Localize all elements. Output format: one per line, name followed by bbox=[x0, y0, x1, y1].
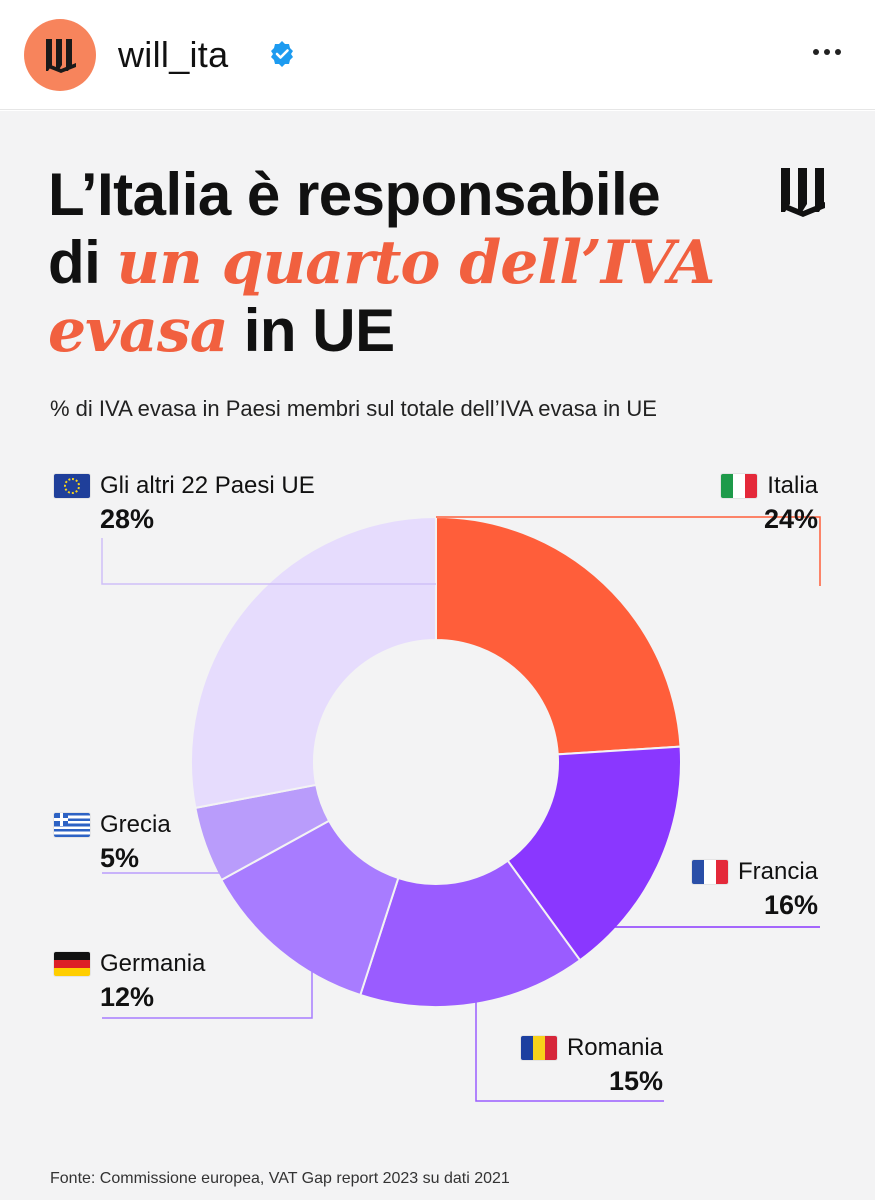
flag-france-icon bbox=[691, 860, 728, 884]
flag-romania-icon bbox=[520, 1036, 557, 1060]
flag-italy-icon bbox=[721, 474, 758, 498]
slice-francia bbox=[506, 745, 682, 962]
label-francia: Francia 16% bbox=[691, 858, 818, 921]
slice-italia bbox=[435, 515, 682, 756]
label-altri: Gli altri 22 Paesi UE 28% bbox=[54, 472, 315, 535]
label-grecia: Grecia 5% bbox=[54, 811, 171, 874]
label-altri-name: Gli altri 22 Paesi UE bbox=[100, 472, 315, 499]
title-line2-prefix: di bbox=[48, 229, 117, 296]
more-options-icon bbox=[813, 49, 819, 55]
post-title: L’Italia è responsabile di un quarto del… bbox=[48, 161, 808, 365]
label-grecia-value: 5% bbox=[100, 843, 140, 873]
label-romania: Romania 15% bbox=[520, 1034, 663, 1097]
label-romania-name: Romania bbox=[566, 1034, 663, 1061]
leader-line-altri bbox=[101, 538, 436, 585]
more-options-button[interactable] bbox=[805, 30, 849, 74]
avatar[interactable] bbox=[24, 19, 96, 91]
label-italia-value: 24% bbox=[763, 504, 818, 534]
label-germania-name: Germania bbox=[100, 950, 206, 977]
title-highlight1: un quarto dell’IVA bbox=[116, 228, 716, 298]
username[interactable]: will_ita bbox=[118, 34, 229, 75]
leader-line-romania bbox=[475, 1000, 664, 1102]
verified-badge-icon bbox=[271, 41, 293, 67]
label-altri-value: 28% bbox=[100, 504, 155, 534]
label-germania: Germania 12% bbox=[54, 950, 205, 1013]
slice-altri bbox=[190, 515, 437, 810]
label-germania-value: 12% bbox=[100, 982, 155, 1012]
donut-slices bbox=[190, 515, 682, 1008]
slice-romania bbox=[359, 859, 582, 1008]
source-note: Fonte: Commissione europea, VAT Gap repo… bbox=[50, 1170, 510, 1187]
donut-chart bbox=[101, 515, 821, 1102]
title-line3-suffix: in UE bbox=[227, 297, 395, 364]
label-italia-name: Italia bbox=[767, 472, 818, 499]
post-header: will_ita bbox=[0, 0, 875, 110]
label-italia: Italia 24% bbox=[721, 472, 818, 535]
will-logo-mark-icon bbox=[781, 168, 825, 217]
title-line1: L’Italia è responsabile bbox=[48, 161, 661, 228]
flag-germany-icon bbox=[54, 952, 90, 976]
title-highlight2: evasa bbox=[48, 296, 229, 366]
label-francia-value: 16% bbox=[763, 890, 818, 920]
leader-lines bbox=[101, 516, 821, 1102]
leader-line-italia bbox=[436, 516, 821, 586]
flag-greece-icon bbox=[54, 813, 90, 837]
flag-eu-icon bbox=[54, 474, 90, 498]
will-logo-icon bbox=[46, 39, 76, 73]
chart-subtitle: % di IVA evasa in Paesi membri sul total… bbox=[50, 396, 657, 421]
label-francia-name: Francia bbox=[737, 858, 818, 885]
slice-germania bbox=[219, 819, 400, 997]
label-romania-value: 15% bbox=[608, 1066, 663, 1096]
leader-line-germania bbox=[102, 970, 313, 1019]
label-grecia-name: Grecia bbox=[100, 811, 171, 838]
